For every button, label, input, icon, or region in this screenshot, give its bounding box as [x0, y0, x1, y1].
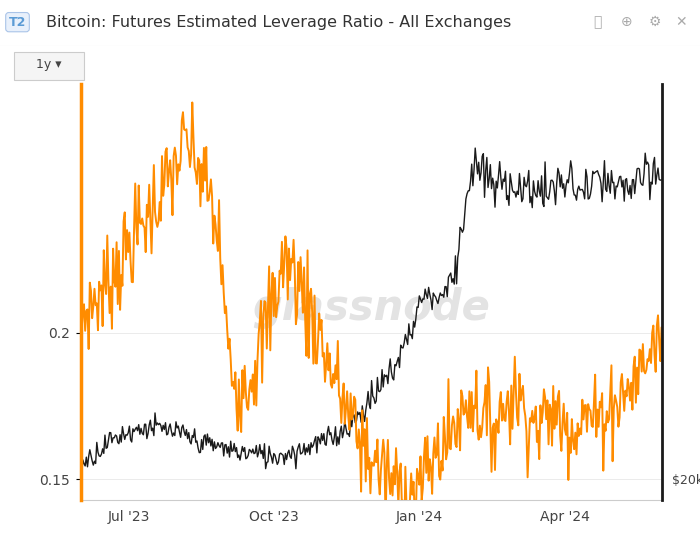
- Text: T2: T2: [9, 16, 26, 29]
- Text: ⊕: ⊕: [621, 15, 633, 29]
- Bar: [14, 52, 84, 80]
- Text: ⚙: ⚙: [649, 15, 661, 29]
- Text: glassnode: glassnode: [252, 287, 490, 330]
- Text: 1y ▾: 1y ▾: [36, 58, 62, 71]
- Text: ⓘ: ⓘ: [593, 15, 601, 29]
- Text: ✕: ✕: [676, 15, 687, 29]
- Text: Bitcoin: Futures Estimated Leverage Ratio - All Exchanges: Bitcoin: Futures Estimated Leverage Rati…: [46, 15, 511, 30]
